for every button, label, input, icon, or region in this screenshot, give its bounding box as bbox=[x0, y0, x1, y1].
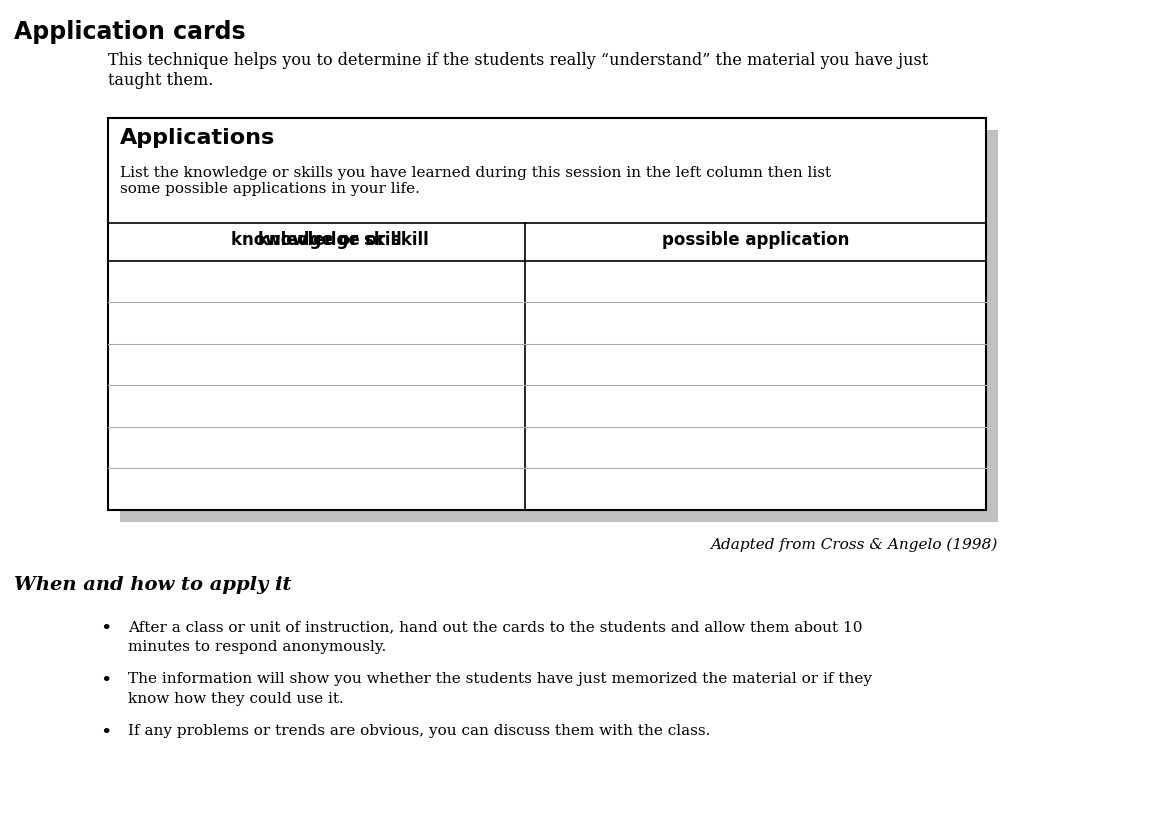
Text: Applications: Applications bbox=[120, 128, 275, 148]
Text: know how they could use it.: know how they could use it. bbox=[128, 692, 343, 706]
Text: If any problems or trends are obvious, you can discuss them with the class.: If any problems or trends are obvious, y… bbox=[128, 724, 711, 738]
Text: possible application: possible application bbox=[662, 231, 850, 249]
Text: knowledge or skill: knowledge or skill bbox=[258, 231, 429, 249]
Text: When and how to apply it: When and how to apply it bbox=[14, 576, 291, 594]
Text: List the knowledge or skills you have learned during this session in the left co: List the knowledge or skills you have le… bbox=[120, 166, 831, 196]
Text: Application cards: Application cards bbox=[14, 20, 245, 44]
Bar bbox=[108, 118, 986, 510]
Text: knowledge or skill: knowledge or skill bbox=[231, 231, 402, 249]
Text: The information will show you whether the students have just memorized the mater: The information will show you whether th… bbox=[128, 672, 872, 686]
Text: Adapted from Cross & Angelo (1998): Adapted from Cross & Angelo (1998) bbox=[711, 538, 998, 552]
Text: After a class or unit of instruction, hand out the cards to the students and all: After a class or unit of instruction, ha… bbox=[128, 620, 862, 634]
Text: minutes to respond anonymously.: minutes to respond anonymously. bbox=[128, 640, 386, 654]
Text: •: • bbox=[101, 620, 111, 638]
Bar bbox=[120, 130, 998, 522]
Text: This technique helps you to determine if the students really “understand” the ma: This technique helps you to determine if… bbox=[108, 52, 928, 89]
Text: •: • bbox=[101, 724, 111, 742]
Text: •: • bbox=[101, 672, 111, 690]
